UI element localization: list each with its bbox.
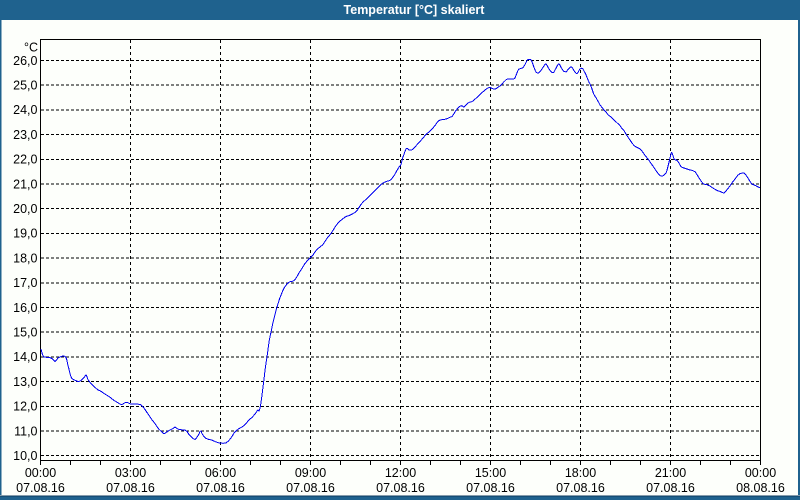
- svg-text:18:00: 18:00: [565, 466, 596, 480]
- svg-text:13,0: 13,0: [13, 375, 37, 389]
- svg-text:Temperatur [°C] skaliert: Temperatur [°C] skaliert: [344, 3, 486, 17]
- svg-text:25,0: 25,0: [13, 79, 37, 93]
- svg-text:24,0: 24,0: [13, 103, 37, 117]
- svg-text:21,0: 21,0: [13, 177, 37, 191]
- svg-text:07.08.16: 07.08.16: [466, 481, 515, 495]
- svg-text:15:00: 15:00: [475, 466, 506, 480]
- svg-text:12,0: 12,0: [13, 400, 37, 414]
- svg-text:08.08.16: 08.08.16: [736, 481, 785, 495]
- svg-text:20,0: 20,0: [13, 202, 37, 216]
- svg-text:11,0: 11,0: [14, 424, 37, 438]
- svg-text:07.08.16: 07.08.16: [16, 481, 65, 495]
- svg-text:07.08.16: 07.08.16: [646, 481, 695, 495]
- svg-text:16,0: 16,0: [13, 301, 37, 315]
- svg-text:°C: °C: [24, 41, 38, 55]
- svg-text:17,0: 17,0: [13, 276, 37, 290]
- svg-text:21:00: 21:00: [655, 466, 686, 480]
- svg-text:26,0: 26,0: [13, 54, 37, 68]
- svg-text:23,0: 23,0: [13, 128, 37, 142]
- svg-text:07.08.16: 07.08.16: [196, 481, 245, 495]
- svg-text:09:00: 09:00: [295, 466, 326, 480]
- svg-text:14,0: 14,0: [13, 350, 37, 364]
- svg-text:15,0: 15,0: [13, 326, 37, 340]
- svg-text:03:00: 03:00: [115, 466, 146, 480]
- svg-text:12:00: 12:00: [385, 466, 416, 480]
- svg-text:18,0: 18,0: [13, 251, 37, 265]
- svg-text:00:00: 00:00: [25, 466, 56, 480]
- svg-text:06:00: 06:00: [205, 466, 236, 480]
- svg-text:07.08.16: 07.08.16: [376, 481, 425, 495]
- svg-text:00:00: 00:00: [745, 466, 776, 480]
- svg-text:22,0: 22,0: [13, 153, 37, 167]
- svg-text:07.08.16: 07.08.16: [556, 481, 605, 495]
- svg-text:10,0: 10,0: [13, 449, 37, 463]
- svg-text:07.08.16: 07.08.16: [106, 481, 155, 495]
- svg-text:07.08.16: 07.08.16: [286, 481, 335, 495]
- svg-text:19,0: 19,0: [13, 227, 37, 241]
